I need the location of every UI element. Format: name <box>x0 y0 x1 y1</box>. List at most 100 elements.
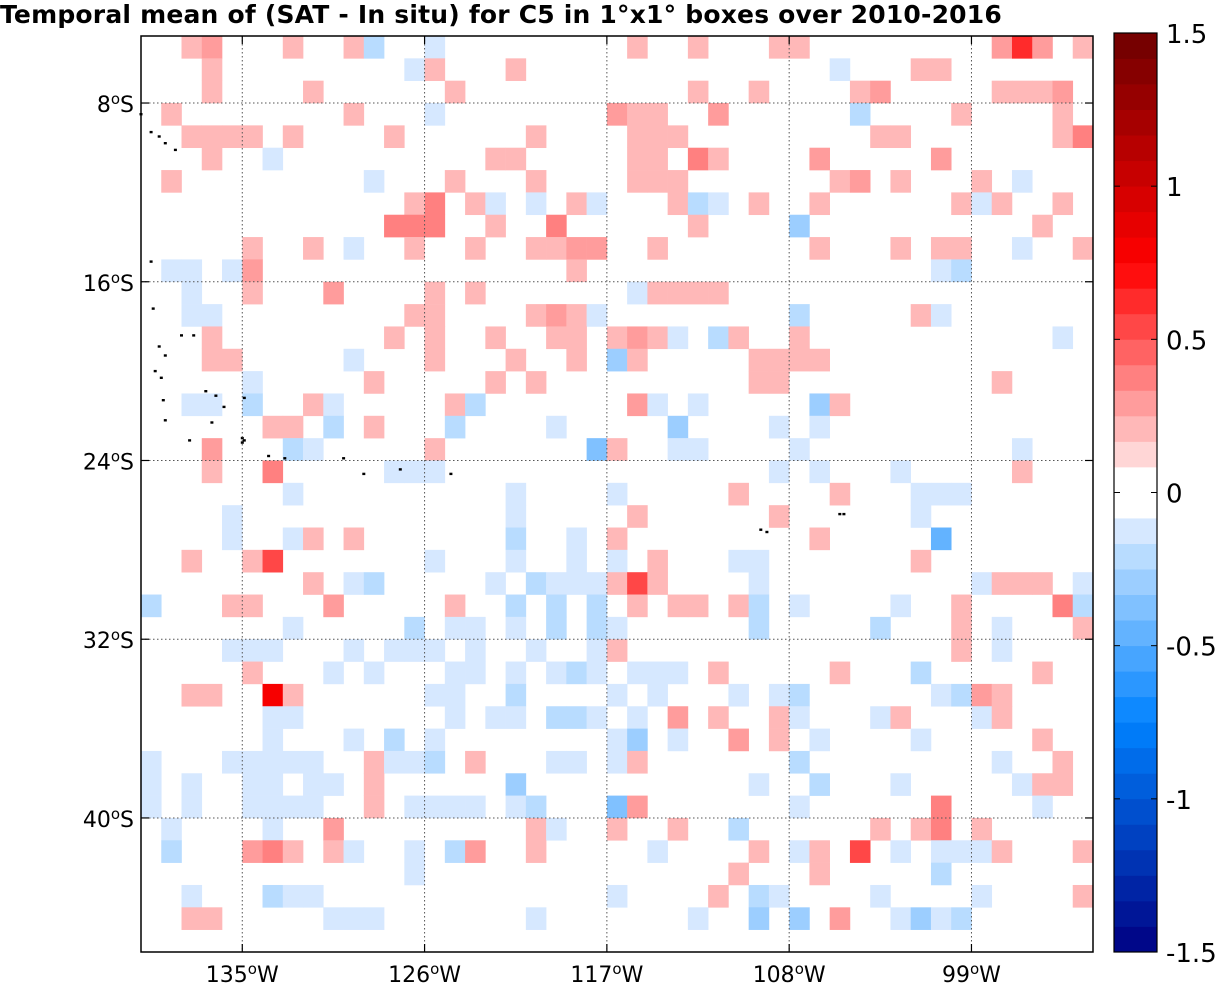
heatmap-cell <box>748 371 770 394</box>
heatmap-cell <box>728 549 749 573</box>
heatmap-cell <box>566 706 587 729</box>
colorbar-bin <box>1114 109 1157 136</box>
heatmap-cell <box>262 460 284 484</box>
heatmap-cell <box>566 348 587 372</box>
heatmap-cell <box>465 192 486 216</box>
heatmap-cell <box>424 728 446 752</box>
heatmap-cell <box>201 125 223 149</box>
heatmap-cell <box>768 505 790 528</box>
heatmap-cell <box>606 817 628 841</box>
heatmap-cell <box>789 706 810 729</box>
heatmap-cell <box>748 348 770 372</box>
heatmap-cell <box>930 259 952 283</box>
heatmap-cell <box>667 706 689 729</box>
heatmap-cells <box>141 36 1094 930</box>
heatmap-cell <box>323 661 344 685</box>
heatmap-cell <box>262 884 284 908</box>
heatmap-cell <box>1072 884 1094 908</box>
heatmap-cell <box>586 616 608 640</box>
heatmap-cell <box>242 773 263 796</box>
heatmap-cell <box>181 281 203 305</box>
heatmap-cell <box>444 840 466 863</box>
heatmap-cell <box>282 125 304 149</box>
colorbar-bin <box>1114 900 1157 927</box>
colorbar-bin <box>1114 415 1157 442</box>
heatmap-cell <box>343 348 365 372</box>
heatmap-cell <box>667 170 689 193</box>
heatmap-cell <box>242 281 263 305</box>
heatmap-cell <box>363 773 385 796</box>
heatmap-cell <box>667 326 689 350</box>
heatmap-cell <box>971 884 993 908</box>
land-island <box>222 405 226 409</box>
heatmap-cell <box>525 907 547 930</box>
heatmap-cell <box>1032 36 1053 59</box>
heatmap-cell <box>768 371 790 394</box>
lon-tick-label: 99oW <box>942 960 1001 984</box>
heatmap-cell <box>687 438 709 461</box>
heatmap-cell <box>728 326 749 350</box>
heatmap-cell <box>444 594 466 618</box>
heatmap-cell <box>870 125 891 149</box>
heatmap-cell <box>404 795 425 819</box>
heatmap-cell <box>768 460 790 484</box>
heatmap-cell <box>1052 594 1074 618</box>
heatmap-cell <box>485 572 506 595</box>
heatmap-cell <box>910 58 932 81</box>
heatmap-cell <box>201 36 223 59</box>
heatmap-cell <box>505 616 527 640</box>
heatmap-cell <box>829 393 851 417</box>
heatmap-cell <box>444 170 466 193</box>
heatmap-cell <box>971 572 993 595</box>
heatmap-cell <box>505 661 527 685</box>
heatmap-cell <box>829 661 851 685</box>
heatmap-cell <box>910 661 932 685</box>
heatmap-cell <box>424 58 446 81</box>
heatmap-cell <box>525 639 547 662</box>
lon-tick-label: 117oW <box>570 960 643 984</box>
heatmap-cell <box>444 616 466 640</box>
colorbar-tick-label: -1 <box>1166 786 1192 816</box>
heatmap-cell <box>404 862 425 886</box>
heatmap-cell <box>282 527 304 551</box>
heatmap-cell <box>505 594 527 618</box>
heatmap-cell <box>627 147 648 171</box>
land-island <box>242 439 246 442</box>
heatmap-cell <box>181 884 203 908</box>
heatmap-cell <box>627 706 648 729</box>
land-island <box>149 260 153 263</box>
colorbar-bin <box>1114 594 1157 621</box>
heatmap-cell <box>282 750 304 774</box>
land-island <box>283 457 287 460</box>
heatmap-cell <box>586 237 608 260</box>
colorbar-bin <box>1114 135 1157 162</box>
colorbar-bin <box>1114 875 1157 902</box>
heatmap-cell <box>627 572 648 595</box>
land-island <box>842 512 846 516</box>
heatmap-cell <box>323 594 344 618</box>
heatmap-cell <box>444 393 466 417</box>
heatmap-cell <box>505 683 527 707</box>
heatmap-cell <box>971 170 993 193</box>
heatmap-cell <box>424 304 446 327</box>
heatmap-cell <box>262 415 284 439</box>
colorbar-bin <box>1114 237 1157 264</box>
heatmap-cell <box>667 415 689 439</box>
heatmap-cell <box>1052 750 1074 774</box>
heatmap-cell <box>890 773 912 796</box>
heatmap-cell <box>647 549 668 573</box>
heatmap-cell <box>505 773 527 796</box>
heatmap-cell <box>789 438 810 461</box>
heatmap-cell <box>566 237 587 260</box>
colorbar-bin <box>1114 262 1157 289</box>
heatmap-cell <box>789 214 810 238</box>
heatmap-cell <box>303 795 324 819</box>
heatmap-cell <box>303 773 324 796</box>
heatmap-cell <box>141 594 162 618</box>
heatmap-cell <box>1032 728 1053 752</box>
heatmap-cell <box>181 683 203 707</box>
heatmap-cell <box>384 125 405 149</box>
land-island <box>163 142 167 145</box>
heatmap-cell <box>222 639 243 662</box>
